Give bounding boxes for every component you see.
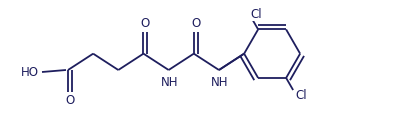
Text: NH: NH [211, 75, 229, 89]
Text: Cl: Cl [295, 89, 307, 102]
Text: O: O [141, 17, 150, 30]
Text: HO: HO [21, 66, 39, 78]
Text: NH: NH [161, 75, 178, 89]
Text: O: O [191, 17, 200, 30]
Text: Cl: Cl [250, 7, 262, 21]
Text: O: O [65, 94, 74, 106]
